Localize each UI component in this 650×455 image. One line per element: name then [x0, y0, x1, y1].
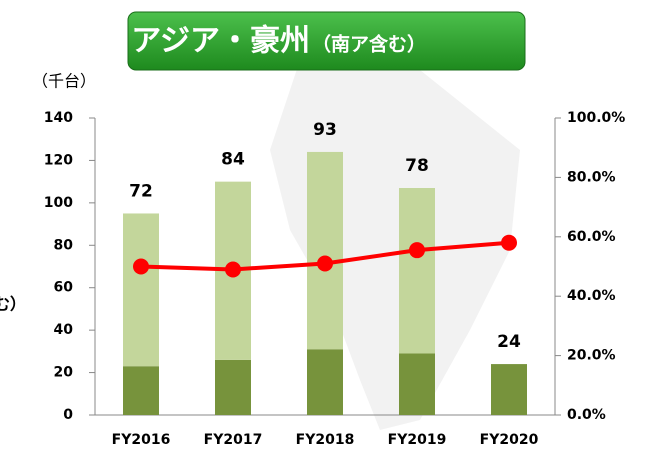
- y2-tick-label: 100.0%: [567, 110, 625, 126]
- y2-tick-label: 60.0%: [567, 229, 616, 245]
- bar-segment: [399, 353, 435, 415]
- line-marker: [317, 255, 333, 272]
- data-label: 93: [313, 120, 337, 140]
- line-marker: [501, 234, 517, 251]
- x-tick-label: FY2018: [296, 432, 355, 448]
- data-label: 72: [129, 181, 153, 201]
- bar-segment: [123, 213, 159, 367]
- line-marker: [133, 258, 149, 275]
- y2-tick-label: 40.0%: [567, 288, 616, 304]
- y2-tick-label: 80.0%: [567, 169, 616, 185]
- y-tick-label: 60: [54, 280, 74, 296]
- y2-tick-label: 0.0%: [567, 407, 606, 423]
- title-box: [127, 11, 526, 71]
- data-label: 84: [221, 150, 245, 170]
- bar-segment: [491, 364, 527, 415]
- axis-label-fragment: む）: [0, 295, 26, 314]
- y-tick-label: 100: [44, 195, 73, 211]
- y-tick-label: 0: [63, 407, 73, 423]
- y-tick-label: 20: [54, 365, 74, 381]
- y-tick-label: 140: [44, 110, 73, 126]
- bar-segment: [123, 366, 159, 415]
- y2-tick-label: 20.0%: [567, 348, 616, 364]
- y-tick-label: 120: [44, 152, 73, 168]
- bar-segment: [399, 188, 435, 354]
- y-tick-label: 40: [54, 322, 74, 338]
- x-tick-label: FY2020: [480, 432, 539, 448]
- bar-segment: [307, 349, 343, 415]
- data-label: 78: [405, 156, 429, 176]
- y-tick-label: 80: [54, 237, 74, 253]
- chart-title: アジア・豪州: [131, 24, 310, 59]
- unit-label: （千台）: [32, 72, 96, 91]
- line-marker: [409, 242, 425, 259]
- x-tick-label: FY2017: [204, 432, 263, 448]
- bar-segment: [307, 151, 343, 350]
- bar-segment: [215, 359, 251, 415]
- x-tick-label: FY2019: [388, 432, 447, 448]
- x-tick-label: FY2016: [112, 432, 171, 448]
- line-marker: [225, 261, 241, 278]
- data-label: 24: [497, 332, 521, 352]
- chart-subtitle: （南ア含む）: [312, 33, 426, 56]
